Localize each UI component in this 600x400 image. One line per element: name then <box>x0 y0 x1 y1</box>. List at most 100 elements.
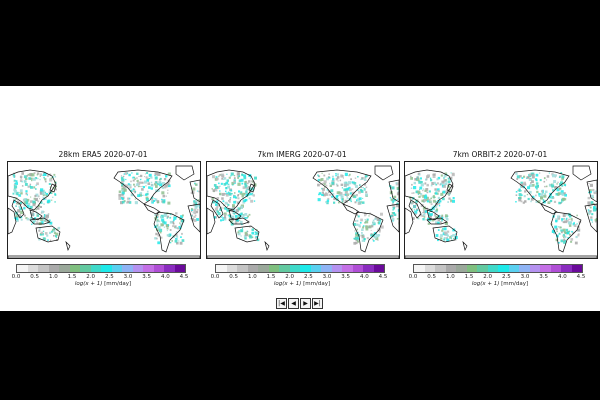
panel-title: 7km IMERG 2020-07-01 <box>257 150 347 159</box>
colorbar-tick-label: 1.5 <box>67 274 77 280</box>
coastline <box>189 179 200 203</box>
colorbar-swatch <box>363 265 374 272</box>
colorbar-swatch <box>487 265 498 272</box>
colorbar-tick-label: 0.0 <box>210 274 220 280</box>
colorbar-swatch <box>477 265 488 272</box>
colorbar-label: log(x + 1) [mm/day] <box>402 281 598 287</box>
colorbar-swatch <box>529 265 540 272</box>
colorbar-swatch <box>300 265 311 272</box>
coastline <box>550 211 582 253</box>
coastline <box>29 217 51 225</box>
colorbar-swatch <box>216 265 227 272</box>
next-frame-button[interactable]: ▶ <box>300 298 311 309</box>
colorbar-swatch <box>456 265 467 272</box>
colorbar-ticks: 0.0 0.5 1.0 1.5 2.0 2.5 3.0 3.5 4.0 4.5 <box>5 274 201 283</box>
world-map <box>405 165 597 258</box>
colorbar-swatch <box>48 265 59 272</box>
colorbar-tick-label: 1.0 <box>48 274 58 280</box>
colorbar-swatch <box>132 265 143 272</box>
coastline <box>426 209 440 221</box>
colorbar-swatch <box>550 265 561 272</box>
coastline <box>408 199 422 219</box>
first-frame-button[interactable]: |◀ <box>276 298 287 309</box>
colorbar-tick-label: 1.5 <box>266 274 276 280</box>
colorbar-tick-label: 0.5 <box>427 274 437 280</box>
colorbar <box>215 264 385 273</box>
map-panel-1: 28km ERA5 2020-07-01 0.0 0.5 1.0 1.5 2.0 2.5 3.… <box>5 150 201 290</box>
coastline <box>572 165 592 181</box>
colorbar-tick-label: 0.0 <box>11 274 21 280</box>
colorbar-swatch <box>38 265 49 272</box>
colorbar-swatch <box>268 265 279 272</box>
colorbar-swatch <box>289 265 300 272</box>
colorbar-swatch <box>59 265 70 272</box>
coastline <box>175 165 195 181</box>
coastline <box>248 183 256 193</box>
coastline <box>65 240 71 252</box>
panel-title: 7km ORBIT-2 2020-07-01 <box>452 150 548 159</box>
colorbar-swatch <box>153 265 164 272</box>
coastline <box>35 225 61 243</box>
coastline <box>210 199 224 219</box>
colorbar-tick-label: 3.0 <box>123 274 133 280</box>
colorbar-tick-label: 3.5 <box>142 274 152 280</box>
colorbar-tick-label: 0.5 <box>30 274 40 280</box>
map-panel-3: 7km ORBIT-2 2020-07-01 0.0 0.5 1.0 1.5 2.0 2.5… <box>402 150 598 290</box>
colorbar-swatch <box>435 265 446 272</box>
colorbar-swatch <box>414 265 425 272</box>
colorbar-label: log(x + 1) [mm/day] <box>204 281 400 287</box>
coastline <box>312 169 372 205</box>
colorbar-swatch <box>27 265 38 272</box>
colorbar-swatch <box>17 265 28 272</box>
colorbar-tick-label: 2.5 <box>501 274 511 280</box>
colorbar-tick-label: 2.5 <box>104 274 114 280</box>
colorbar-swatch <box>80 265 91 272</box>
colorbar-swatch <box>571 265 582 272</box>
colorbar-swatch <box>373 265 384 272</box>
coastline <box>584 203 597 233</box>
colorbar-swatch <box>331 265 342 272</box>
colorbar-tick-label: 0.5 <box>229 274 239 280</box>
colorbar-swatch <box>321 265 332 272</box>
colorbar-swatch <box>164 265 175 272</box>
coastline <box>446 183 454 193</box>
colorbar-label-unit: [mm/day] <box>102 281 132 287</box>
colorbar-swatch <box>279 265 290 272</box>
coastline <box>374 165 394 181</box>
colorbar-tick-label: 3.5 <box>341 274 351 280</box>
colorbar-tick-label: 2.0 <box>483 274 493 280</box>
animation-controls: |◀ ◀ ▶ ▶| <box>276 298 323 309</box>
coastline <box>113 169 173 205</box>
colorbar-tick-label: 4.5 <box>378 274 388 280</box>
coastline <box>8 207 17 235</box>
colorbar-tick-label: 3.0 <box>520 274 530 280</box>
colorbar-tick-label: 1.0 <box>247 274 257 280</box>
colorbar-swatch <box>466 265 477 272</box>
colorbar-swatch <box>226 265 237 272</box>
colorbar-label-math: log(x + 1) <box>273 281 302 287</box>
colorbar-tick-label: 2.0 <box>86 274 96 280</box>
colorbar-label-math: log(x + 1) <box>74 281 103 287</box>
coastline <box>405 207 414 235</box>
prev-frame-button[interactable]: ◀ <box>288 298 299 309</box>
coastline <box>405 255 597 258</box>
colorbar-tick-label: 4.0 <box>160 274 170 280</box>
coastline <box>153 211 185 253</box>
colorbar-tick-label: 4.5 <box>179 274 189 280</box>
colorbar-swatch <box>561 265 572 272</box>
colorbar-swatch <box>237 265 248 272</box>
colorbar-tick-label: 4.5 <box>576 274 586 280</box>
coastline <box>207 169 256 211</box>
map-axes <box>404 161 598 259</box>
map-axes <box>206 161 400 259</box>
last-frame-button[interactable]: ▶| <box>312 298 323 309</box>
coastline <box>234 225 260 243</box>
colorbar <box>413 264 583 273</box>
colorbar-tick-label: 4.0 <box>557 274 567 280</box>
coastline <box>352 211 384 253</box>
colorbar-tick-label: 0.0 <box>408 274 418 280</box>
map-panel-2: 7km IMERG 2020-07-01 0.0 0.5 1.0 1.5 2.0 2.5 3.… <box>204 150 400 290</box>
world-map <box>207 165 399 258</box>
colorbar-swatch <box>101 265 112 272</box>
coastline <box>228 209 242 221</box>
